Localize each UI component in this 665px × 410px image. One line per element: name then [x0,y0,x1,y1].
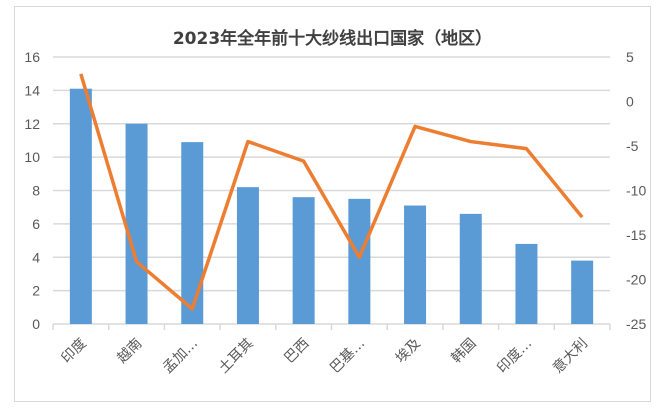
bar [515,243,538,324]
left-axis-tick-label: 0 [32,316,40,332]
bar [348,198,371,324]
category-label: 巴西 [281,336,312,367]
chart-frame [14,6,651,402]
category-label: 巴基… [326,335,368,377]
bar [69,88,92,324]
right-axis-tick-label: -5 [626,138,639,154]
category-label: 印度 [59,336,90,367]
bar [571,260,594,324]
category-label: 意大利 [549,335,591,377]
category-label: 土耳其 [216,336,257,377]
right-axis-tick-label: -10 [626,183,646,199]
left-axis-tick-label: 6 [32,216,40,232]
left-axis-tick-label: 16 [24,49,40,65]
bar [404,205,427,324]
category-label: 越南 [114,336,145,367]
right-axis-tick-label: 5 [626,49,634,65]
category-label: 韩国 [448,336,479,367]
right-axis-tick-label: -15 [626,227,646,243]
left-axis-tick-label: 10 [24,149,40,165]
left-axis-tick-label: 14 [24,82,40,98]
line-series [79,73,584,311]
right-axis-tick-label: -25 [626,316,646,332]
category-label: 印度… [494,336,535,377]
bar [125,123,148,324]
category-label: 埃及 [393,336,424,367]
left-axis-tick-label: 2 [32,283,40,299]
category-label: 孟加… [160,336,201,377]
chart-title: 2023年全年前十大纱线出口国家（地区） [172,29,493,49]
bar [181,142,204,324]
right-axis-tick-label: -20 [626,272,646,288]
left-axis-tick-label: 12 [24,116,40,132]
bar [459,213,482,324]
bar [292,197,315,324]
left-axis-tick-label: 8 [32,183,40,199]
right-axis-tick-label: 0 [626,94,634,110]
bar [236,187,259,324]
left-axis-tick-label: 4 [32,249,40,265]
